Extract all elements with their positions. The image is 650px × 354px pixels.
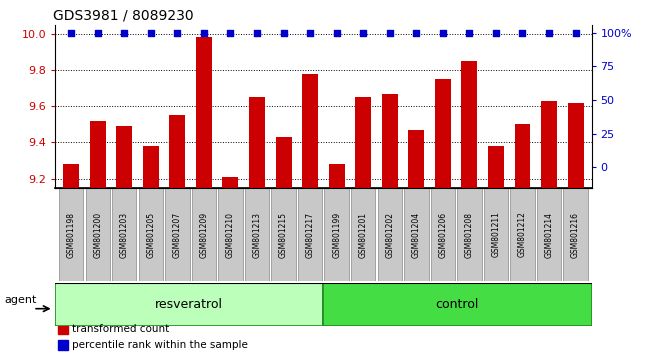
Point <box>332 30 342 36</box>
Bar <box>488 146 504 188</box>
Text: percentile rank within the sample: percentile rank within the sample <box>72 340 248 350</box>
Bar <box>567 103 584 188</box>
FancyBboxPatch shape <box>457 188 482 281</box>
Bar <box>222 177 239 188</box>
Text: GDS3981 / 8089230: GDS3981 / 8089230 <box>53 8 193 22</box>
FancyBboxPatch shape <box>138 188 163 281</box>
FancyBboxPatch shape <box>404 188 428 281</box>
Text: GSM801215: GSM801215 <box>279 212 288 257</box>
FancyBboxPatch shape <box>564 188 588 281</box>
Point <box>199 30 209 36</box>
FancyBboxPatch shape <box>484 188 508 281</box>
Bar <box>462 61 477 188</box>
Text: GSM801211: GSM801211 <box>491 212 500 257</box>
Point <box>570 30 580 36</box>
Point <box>226 30 236 36</box>
Point <box>66 30 77 36</box>
FancyBboxPatch shape <box>430 188 455 281</box>
Point <box>278 30 289 36</box>
Point <box>146 30 156 36</box>
FancyBboxPatch shape <box>378 188 402 281</box>
Text: GSM801209: GSM801209 <box>200 211 209 258</box>
Bar <box>515 124 530 188</box>
Text: GSM801213: GSM801213 <box>252 212 261 257</box>
Text: resveratrol: resveratrol <box>155 298 224 311</box>
Bar <box>90 121 106 188</box>
Bar <box>329 164 344 188</box>
Bar <box>276 137 291 188</box>
Text: GSM801205: GSM801205 <box>146 211 155 258</box>
Text: GSM801212: GSM801212 <box>518 212 527 257</box>
Bar <box>356 97 371 188</box>
FancyBboxPatch shape <box>351 188 376 281</box>
Text: control: control <box>436 298 479 311</box>
Text: agent: agent <box>5 295 37 305</box>
Point <box>411 30 421 36</box>
Point <box>491 30 501 36</box>
Text: GSM801214: GSM801214 <box>545 212 554 257</box>
Text: GSM801206: GSM801206 <box>438 211 447 258</box>
Text: GSM801217: GSM801217 <box>306 212 315 257</box>
FancyBboxPatch shape <box>112 188 136 281</box>
Bar <box>63 164 79 188</box>
Point <box>119 30 129 36</box>
Bar <box>58 340 68 350</box>
FancyBboxPatch shape <box>510 188 535 281</box>
Bar <box>541 101 557 188</box>
Bar <box>196 38 212 188</box>
Point <box>172 30 183 36</box>
Point <box>92 30 103 36</box>
Point <box>437 30 448 36</box>
Point <box>464 30 474 36</box>
FancyBboxPatch shape <box>537 188 561 281</box>
FancyBboxPatch shape <box>59 188 83 281</box>
Point <box>517 30 528 36</box>
FancyBboxPatch shape <box>245 188 269 281</box>
Point <box>358 30 369 36</box>
FancyBboxPatch shape <box>271 188 296 281</box>
FancyBboxPatch shape <box>218 188 242 281</box>
FancyBboxPatch shape <box>324 188 349 281</box>
Text: GSM801199: GSM801199 <box>332 211 341 258</box>
Bar <box>408 130 424 188</box>
Text: GSM801210: GSM801210 <box>226 212 235 257</box>
Text: GSM801208: GSM801208 <box>465 212 474 257</box>
Text: GSM801202: GSM801202 <box>385 212 395 257</box>
Text: GSM801204: GSM801204 <box>412 211 421 258</box>
Bar <box>302 74 318 188</box>
Bar <box>249 97 265 188</box>
Text: GSM801203: GSM801203 <box>120 211 129 258</box>
Bar <box>382 93 398 188</box>
Point <box>252 30 262 36</box>
Text: GSM801216: GSM801216 <box>571 212 580 257</box>
Point <box>385 30 395 36</box>
Text: GSM801198: GSM801198 <box>67 212 75 257</box>
FancyBboxPatch shape <box>324 283 592 326</box>
Text: transformed count: transformed count <box>72 324 170 335</box>
FancyBboxPatch shape <box>298 188 322 281</box>
Bar <box>143 146 159 188</box>
Text: GSM801207: GSM801207 <box>173 211 182 258</box>
Bar <box>58 324 68 334</box>
FancyBboxPatch shape <box>55 283 324 326</box>
Text: GSM801201: GSM801201 <box>359 212 368 257</box>
FancyBboxPatch shape <box>165 188 190 281</box>
Bar <box>170 115 185 188</box>
FancyBboxPatch shape <box>86 188 110 281</box>
Text: GSM801200: GSM801200 <box>93 211 102 258</box>
Bar <box>116 126 132 188</box>
Point <box>544 30 554 36</box>
FancyBboxPatch shape <box>192 188 216 281</box>
Bar <box>435 79 451 188</box>
Point <box>305 30 315 36</box>
